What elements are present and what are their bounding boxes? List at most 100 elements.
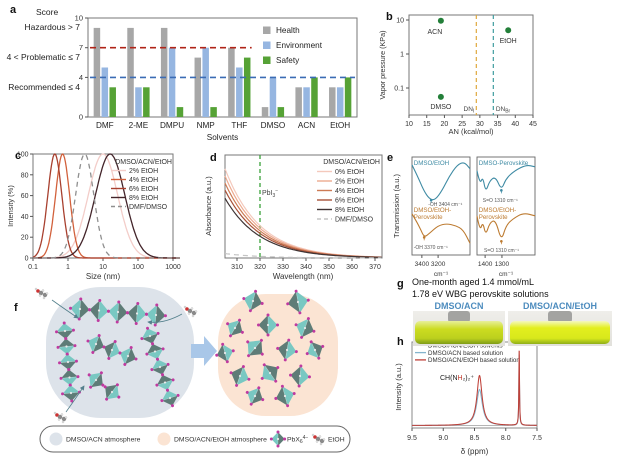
svg-text:-OH 3404 cm⁻¹: -OH 3404 cm⁻¹ [428,202,462,208]
svg-text:DMSO: DMSO [261,121,286,130]
svg-text:1300: 1300 [495,261,510,268]
svg-text:100: 100 [17,152,29,159]
score-band-problematic: 4 < Problematic ≤ 7 [6,52,80,62]
svg-text:S=O 1310 cm⁻¹: S=O 1310 cm⁻¹ [483,198,518,204]
svg-text:Vapor pressure (KPa): Vapor pressure (KPa) [378,31,387,100]
svg-text:40: 40 [511,121,519,128]
svg-text:25: 25 [458,121,466,128]
vapor-pressure-scatter-chart: 10 15 20 25 30 35 40 45 10 1 0.1 DNI DNBr ACN EtOH DMSO… [378,14,537,136]
svg-text:Wavelength (nm): Wavelength (nm) [273,272,334,281]
svg-text:350: 350 [323,264,335,271]
svg-text:15: 15 [423,121,431,128]
svg-text:PbX64−: PbX64− [287,435,308,445]
svg-text:S=O 1310 cm⁻¹: S=O 1310 cm⁻¹ [484,248,519,254]
svg-text:ACN: ACN [298,121,315,130]
svg-text:20: 20 [21,235,29,242]
svg-text:Absorbance (a.u.): Absorbance (a.u.) [205,176,213,236]
svg-text:7.5: 7.5 [532,435,542,442]
svg-text:DMF/DMSO: DMF/DMSO [129,204,168,211]
svg-text:DMSO-Perovskite: DMSO-Perovskite [479,160,529,167]
panel-label-b: b [386,11,393,23]
svg-text:δ (ppm): δ (ppm) [461,447,489,456]
svg-text:DMSO/ACN/EtOH: DMSO/ACN/EtOH [323,159,380,166]
svg-text:0: 0 [79,113,83,122]
svg-text:DNBr: DNBr [496,106,511,115]
svg-text:370: 370 [369,264,381,271]
svg-text:NMP: NMP [197,121,216,130]
svg-text:DNI: DNI [464,106,475,115]
dls-size-distribution-chart: 0.1 1 10 100 1000 0 20 40 60 80 100 DMSO/ACN/EtOH 2%… [8,152,181,282]
svg-text:100: 100 [132,264,144,271]
svg-text:AN (kcal/mol): AN (kcal/mol) [448,127,494,136]
svg-text:320: 320 [254,264,266,271]
svg-text:DMSO/EtOH-: DMSO/EtOH- [479,207,516,214]
svg-text:1400: 1400 [478,261,493,268]
svg-text:1: 1 [400,52,404,59]
svg-text:8% EtOH: 8% EtOH [335,207,364,214]
svg-text:340: 340 [300,264,312,271]
svg-text:0.1: 0.1 [394,86,404,93]
score-band-hazardous: Hazardous > 7 [24,22,80,32]
svg-text:DMSO/ACN atmosphere: DMSO/ACN atmosphere [66,437,141,444]
svg-text:ACN: ACN [427,29,442,36]
svg-text:45: 45 [529,121,537,128]
svg-text:3400: 3400 [415,261,430,268]
svg-text:9.0: 9.0 [438,435,448,442]
svg-text:Transmission (a.u.): Transmission (a.u.) [392,174,401,238]
ftir-transmission-spectra: Transmission (a.u.) 3400 3200 cm⁻¹ -OH 3404 … [392,156,536,278]
vial-photo-right [508,311,612,346]
svg-text:8% EtOH: 8% EtOH [129,195,158,202]
svg-text:Health: Health [276,26,300,35]
svg-text:4: 4 [79,73,83,82]
svg-text:8.0: 8.0 [501,435,511,442]
svg-text:2% EtOH: 2% EtOH [335,179,364,186]
svg-text:DMSO/ACN/EtOH: DMSO/ACN/EtOH [115,159,172,166]
panel-label-a: a [10,4,17,16]
svg-text:10: 10 [75,14,83,23]
svg-text:9.5: 9.5 [407,435,417,442]
svg-text:Perovskite: Perovskite [414,214,443,221]
svg-text:40: 40 [21,214,29,221]
svg-text:8.5: 8.5 [470,435,480,442]
panel-label-e: e [387,152,394,164]
aged-solution-title-line2: 1.78 eV WBG perovskite solutions [412,288,549,299]
svg-text:330: 330 [277,264,289,271]
svg-text:EtOH: EtOH [330,121,350,130]
svg-text:EtOH: EtOH [500,38,517,45]
svg-text:6% EtOH: 6% EtOH [129,186,158,193]
svg-text:Safety: Safety [276,56,300,65]
svg-text:DMF/DMSO: DMF/DMSO [335,217,374,224]
panel-label-d: d [210,152,217,164]
svg-text:7: 7 [79,43,83,52]
svg-text:10: 10 [99,264,107,271]
solvent-score-bar-chart: 0 4 7 10 DMF 2-ME DMPU NMP THF DMSO ACN EtOH Solvent… [75,14,358,142]
svg-text:Environment: Environment [276,41,323,50]
svg-text:DMF: DMF [96,121,114,130]
svg-text:3200: 3200 [431,261,446,268]
svg-text:20: 20 [441,121,449,128]
svg-text:80: 80 [21,172,29,179]
svg-text:DMSO/EtOH-: DMSO/EtOH- [414,207,451,214]
svg-text:PbI3−: PbI3− [262,188,278,199]
svg-text:0.1: 0.1 [28,264,38,271]
svg-text:DMSO: DMSO [430,104,452,111]
uv-vis-absorbance-chart: 310 320 330 340 350 360 370 PbI3− DMSO/ACN/EtOH 0… [205,154,383,281]
svg-text:cm⁻¹: cm⁻¹ [499,271,514,278]
svg-text:DMSO/ACN based solution: DMSO/ACN based solution [428,350,504,357]
svg-text:DMPU: DMPU [160,121,184,130]
vial-liquid-left [414,320,504,345]
svg-text:EtOH: EtOH [328,437,345,444]
panel-label-f: f [14,302,18,314]
svg-text:0: 0 [25,256,29,263]
svg-text:310: 310 [231,264,243,271]
svg-text:DMSO/ACN/EtOH solvents: DMSO/ACN/EtOH solvents [428,343,503,350]
solvent-atmosphere-schematic: DMSO/ACN atmosphere DMSO/ACN/EtOH atmosph… [34,287,351,453]
vial-label-right: DMSO/ACN/EtOH [523,301,597,311]
svg-text:10: 10 [396,18,404,25]
svg-text:cm⁻¹: cm⁻¹ [434,271,449,278]
panel-label-h: h [397,336,404,348]
svg-text:THF: THF [231,121,247,130]
vial-photo-left [413,311,505,346]
svg-text:Size (nm): Size (nm) [86,272,121,281]
